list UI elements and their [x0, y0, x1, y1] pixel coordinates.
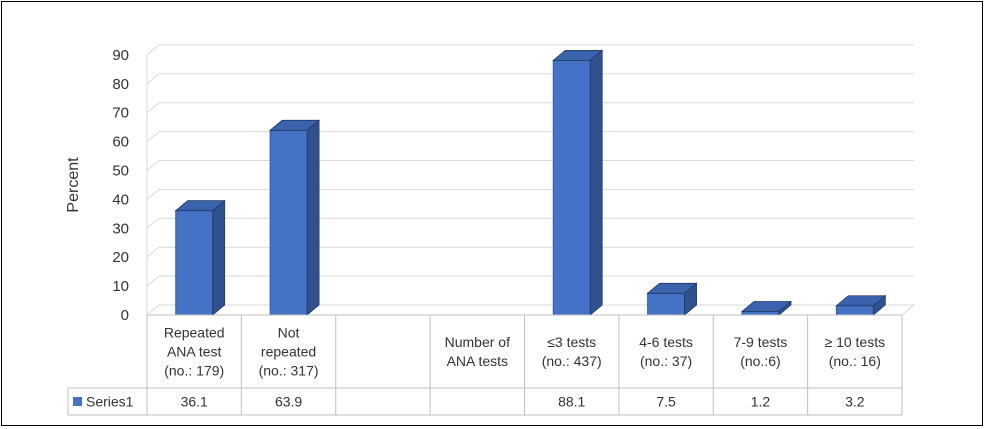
category-label-line: ≥ 10 tests	[825, 334, 886, 350]
bar-front	[269, 129, 308, 316]
bar	[174, 199, 226, 316]
bar-top	[174, 200, 226, 212]
category-label-line: Number of	[445, 334, 510, 350]
data-value-label: 88.1	[558, 394, 585, 410]
category-label-line: (no.: 16)	[829, 353, 881, 369]
y-tick-label: 30	[112, 220, 129, 237]
bar-side	[306, 119, 320, 316]
category-label: Repeated ANA test (no.: 179)	[164, 325, 225, 379]
category-label-line: (no.: 37)	[640, 353, 692, 369]
category-label-line: (no.: 437)	[542, 353, 602, 369]
gridline	[146, 160, 914, 171]
category-label: Not repeated (no.: 317)	[259, 325, 319, 379]
gridline	[146, 217, 914, 229]
y-tick-label: 60	[112, 134, 129, 151]
bar-front	[835, 305, 874, 316]
bar-side	[589, 49, 603, 316]
category-label-line: 7-9 tests	[734, 334, 788, 350]
bar	[740, 300, 793, 316]
bar	[552, 49, 604, 316]
category-label: ≤3 tests (no.: 437)	[542, 334, 602, 369]
gridline	[146, 44, 914, 56]
gridline	[146, 131, 914, 142]
bar	[268, 119, 321, 316]
y-tick-label: 20	[112, 249, 129, 266]
data-value-label: 3.2	[845, 394, 865, 410]
y-tick-label: 70	[112, 105, 129, 122]
category-label: Number of ANA tests	[445, 334, 510, 369]
data-value-label: 36.1	[181, 394, 208, 410]
category-label-line: repeated	[261, 344, 316, 360]
bar-top	[835, 295, 887, 307]
y-axis-label: Percent	[65, 157, 82, 213]
category-label: 7-9 tests (no.:6)	[734, 334, 788, 369]
data-value-label: 63.9	[275, 394, 302, 410]
bars	[174, 49, 887, 316]
bar	[835, 294, 887, 316]
category-label-line: (no.: 179)	[164, 363, 224, 379]
legend-key-series1	[73, 397, 82, 406]
y-tick-label: 90	[112, 47, 129, 64]
plot-floor	[145, 304, 916, 316]
bar-top	[268, 119, 321, 131]
grid-layer	[145, 44, 916, 316]
gridline	[146, 246, 914, 258]
y-tick-label: 50	[112, 163, 129, 180]
category-label-line: ANA tests	[447, 353, 508, 369]
bar-front	[741, 311, 780, 316]
category-label-line: Repeated	[164, 325, 225, 341]
category-label-line: (no.: 317)	[259, 363, 319, 379]
category-label-line: (no.:6)	[740, 353, 780, 369]
y-axis-ticks: 0 10 20 30 40 50 60 70 80 90	[112, 47, 129, 324]
gridline	[146, 275, 914, 287]
data-value-label: 7.5	[656, 394, 676, 410]
y-tick-label: 10	[112, 278, 129, 295]
bar-front	[647, 292, 685, 316]
legend-label-series1: Series1	[86, 394, 134, 410]
bar-top	[740, 301, 793, 312]
bar	[646, 282, 698, 316]
gridline	[146, 73, 914, 85]
bar-side	[212, 199, 226, 316]
bar-top	[552, 49, 604, 61]
gridline	[146, 188, 914, 200]
y-tick-label: 80	[112, 76, 129, 93]
category-label-line: Not	[278, 325, 300, 341]
category-label-line: ≤3 tests	[547, 334, 596, 350]
bar-front	[175, 210, 214, 316]
category-label-line: ANA test	[167, 344, 222, 360]
category-label: ≥ 10 tests (no.: 16)	[825, 334, 886, 369]
data-value-label: 1.2	[751, 394, 771, 410]
bar-top	[646, 282, 698, 294]
category-label: 4-6 tests (no.: 37)	[639, 334, 693, 369]
bar-front	[552, 59, 591, 316]
category-label-line: 4-6 tests	[639, 334, 693, 350]
y-tick-label: 40	[112, 191, 129, 208]
data-table: Repeated ANA test (no.: 179) Not repeated (no…	[67, 314, 903, 416]
y-tick-label: 0	[121, 307, 129, 324]
gridline	[146, 102, 914, 114]
